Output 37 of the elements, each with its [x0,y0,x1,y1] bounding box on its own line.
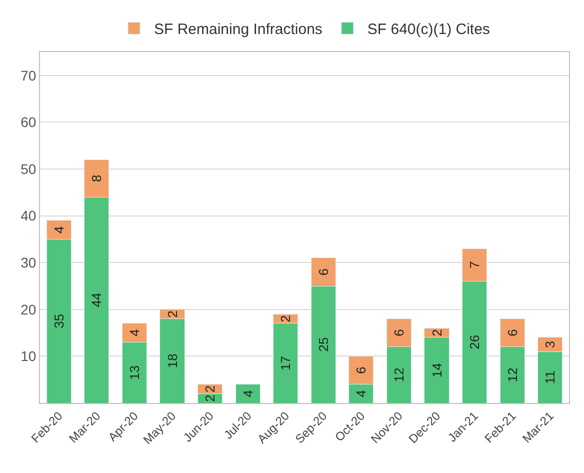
legend-label: SF 640(c)(1) Cites [367,21,490,38]
y-tick-label: 70 [20,67,36,84]
y-tick-label: 10 [20,348,36,364]
data-label: 4 [126,329,142,336]
data-label: 6 [391,329,406,336]
y-tick-label: 40 [20,208,36,224]
y-tick-label: 20 [20,301,36,318]
data-label: 18 [164,354,180,368]
data-label: 6 [504,329,520,336]
data-label: 17 [278,356,294,370]
data-label: 44 [89,292,104,308]
data-label: 6 [316,268,331,276]
data-label: 2 [202,385,218,393]
data-label: 14 [429,363,444,378]
data-label: 8 [89,174,104,182]
y-tick-label: 60 [20,114,36,130]
data-label: 12 [391,368,406,382]
legend-label: SF Remaining Infractions [154,21,322,38]
data-label: 13 [126,365,142,380]
data-label: 4 [240,390,256,398]
data-label: 11 [542,370,558,384]
data-label: 35 [51,314,66,328]
data-label: 4 [51,226,66,234]
data-label: 2 [202,394,218,402]
data-label: 2 [278,315,294,322]
data-label: 26 [467,334,482,350]
data-label: 7 [467,261,482,269]
data-label: 6 [354,366,369,374]
y-tick-label: 50 [20,160,36,177]
bar [235,384,260,403]
data-label: 3 [542,340,558,348]
y-tick-label: 30 [20,254,36,270]
data-label: 4 [354,390,369,398]
data-label: 12 [504,368,520,382]
data-label: 2 [429,329,444,336]
data-label: 25 [316,337,331,352]
data-label: 2 [164,310,180,318]
